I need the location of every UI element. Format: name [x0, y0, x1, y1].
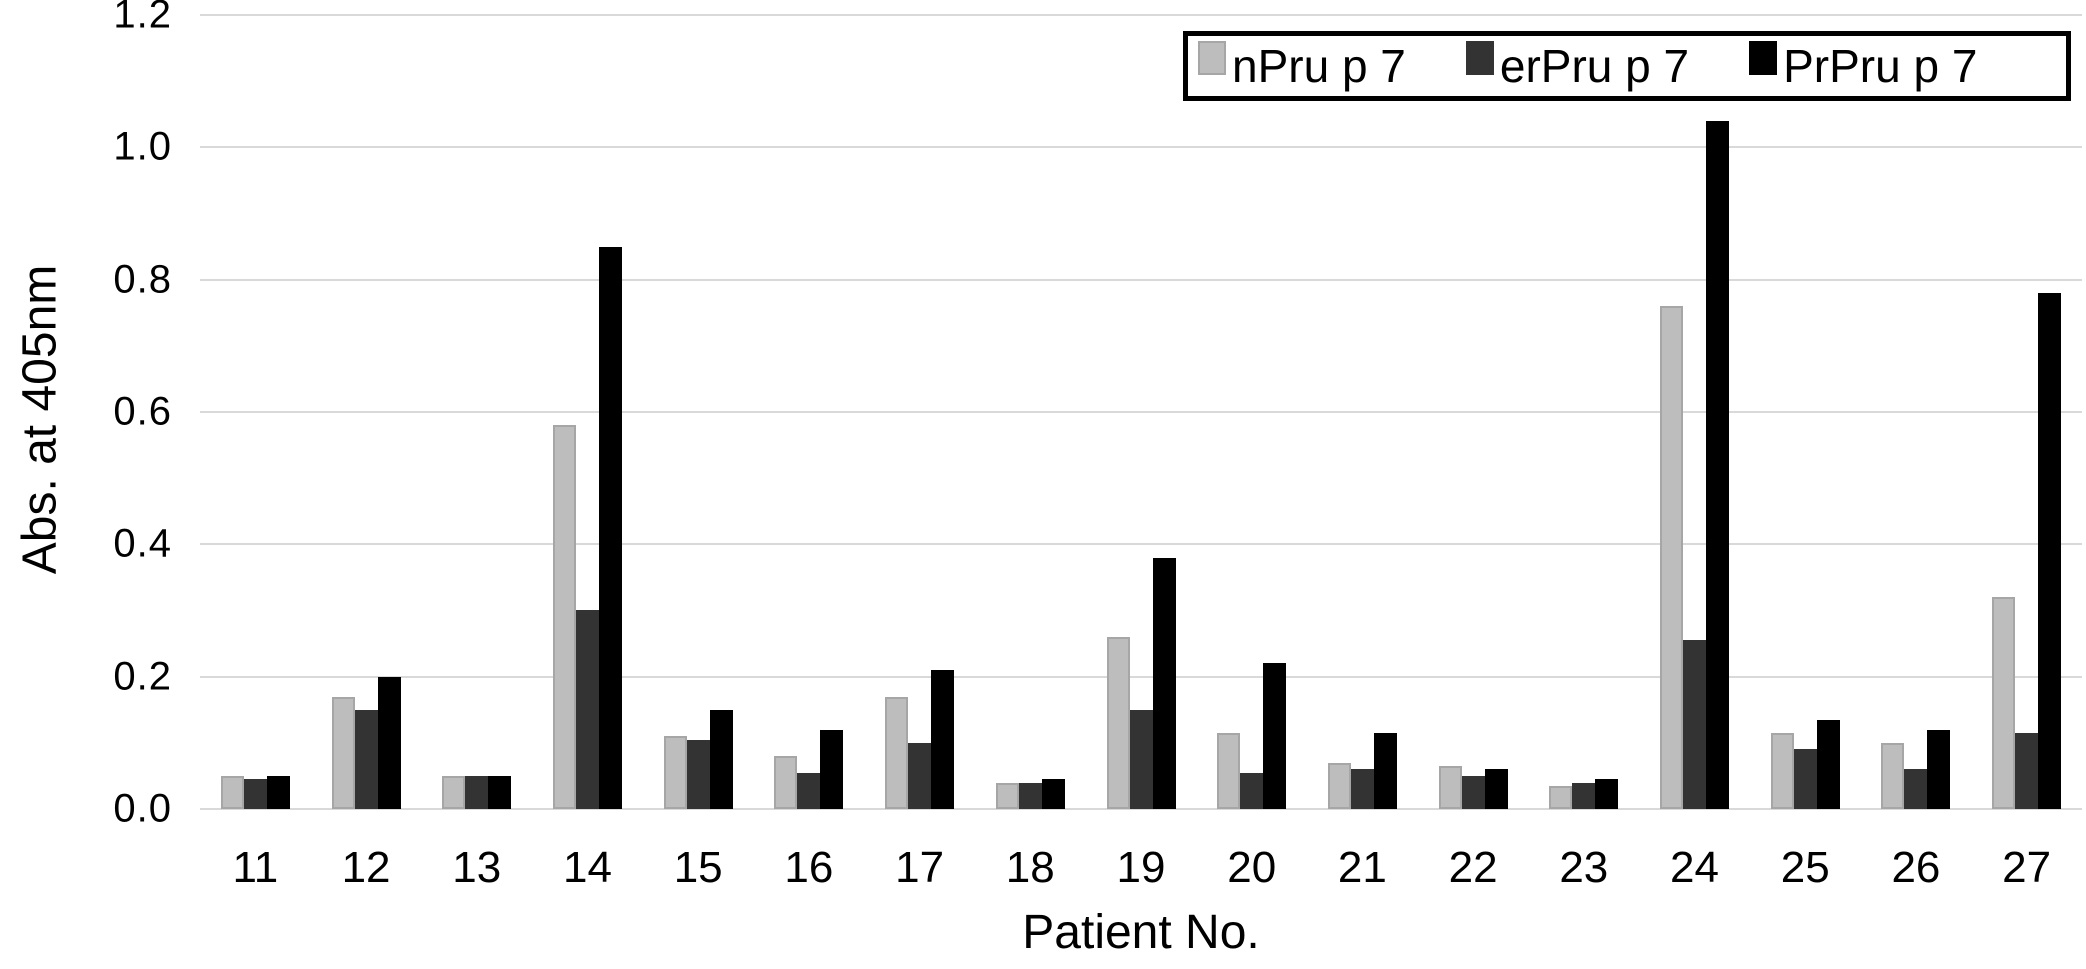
y-tick-label: 0.0 — [113, 786, 172, 831]
x-tick-label-15: 15 — [673, 843, 723, 892]
bar-nPru-p-7-patient-22 — [1439, 766, 1462, 809]
bar-PrPru-p-7-patient-11 — [267, 776, 290, 809]
legend-label: erPru p 7 — [1499, 40, 1690, 92]
y-tick-label: 1.2 — [113, 0, 172, 37]
x-tick-label-25: 25 — [1780, 843, 1830, 892]
legend: nPru p 7 erPru p 7 PrPru p 7 — [1183, 31, 2071, 101]
gridline — [200, 411, 2082, 413]
bar-nPru-p-7-patient-26 — [1881, 743, 1904, 809]
bar-PrPru-p-7-patient-25 — [1817, 720, 1840, 809]
bar-PrPru-p-7-patient-16 — [820, 730, 843, 809]
bar-erPru-p-7-patient-14 — [576, 610, 599, 809]
bar-erPru-p-7-patient-17 — [908, 743, 931, 809]
bar-erPru-p-7-patient-20 — [1240, 773, 1263, 809]
bar-erPru-p-7-patient-26 — [1904, 769, 1927, 809]
bar-PrPru-p-7-patient-14 — [599, 247, 622, 809]
bar-PrPru-p-7-patient-21 — [1374, 733, 1397, 809]
legend-swatch-icon — [1749, 41, 1778, 75]
plot-area — [200, 14, 2082, 810]
x-tick-label-20: 20 — [1227, 843, 1277, 892]
y-tick-label: 0.2 — [113, 654, 172, 699]
gridline — [200, 146, 2082, 149]
bar-PrPru-p-7-patient-19 — [1153, 558, 1176, 809]
bar-PrPru-p-7-patient-12 — [378, 677, 401, 809]
x-tick-label-24: 24 — [1670, 843, 1719, 892]
bar-erPru-p-7-patient-21 — [1351, 769, 1374, 809]
bar-nPru-p-7-patient-19 — [1107, 637, 1130, 809]
x-tick-label-11: 11 — [232, 843, 279, 892]
legend-swatch-icon — [1465, 41, 1494, 75]
x-tick-label-27: 27 — [2002, 843, 2052, 892]
gridline — [200, 808, 2082, 810]
bar-nPru-p-7-patient-17 — [885, 697, 908, 809]
bar-PrPru-p-7-patient-27 — [2038, 293, 2061, 809]
y-tick-label: 0.8 — [113, 257, 172, 302]
x-tick-label-14: 14 — [562, 843, 612, 892]
x-tick-label-21: 21 — [1337, 843, 1387, 892]
x-tick-label-26: 26 — [1891, 843, 1941, 892]
bar-PrPru-p-7-patient-15 — [710, 710, 733, 809]
bar-nPru-p-7-patient-23 — [1549, 786, 1572, 809]
bar-PrPru-p-7-patient-24 — [1706, 121, 1729, 809]
bar-nPru-p-7-patient-27 — [1992, 597, 2015, 809]
bar-PrPru-p-7-patient-13 — [488, 776, 511, 809]
bar-nPru-p-7-patient-16 — [774, 756, 797, 809]
gridline — [200, 278, 2082, 281]
legend-label: PrPru p 7 — [1783, 40, 1978, 92]
bar-nPru-p-7-patient-20 — [1217, 733, 1240, 809]
bar-PrPru-p-7-patient-22 — [1485, 769, 1508, 809]
gridline — [200, 14, 2082, 16]
bar-erPru-p-7-patient-22 — [1462, 776, 1485, 809]
bar-PrPru-p-7-patient-20 — [1263, 663, 1286, 809]
x-tick-label-23: 23 — [1559, 843, 1609, 892]
bar-nPru-p-7-patient-25 — [1771, 733, 1794, 809]
bar-PrPru-p-7-patient-17 — [931, 670, 954, 809]
x-axis-title: Patient No. — [1022, 906, 1260, 959]
bar-erPru-p-7-patient-16 — [797, 773, 820, 809]
bar-nPru-p-7-patient-14 — [553, 425, 576, 809]
bar-nPru-p-7-patient-18 — [996, 783, 1019, 809]
x-tick-label-19: 19 — [1116, 843, 1166, 892]
bar-erPru-p-7-patient-11 — [244, 779, 267, 809]
legend-item-nPru-p-7: nPru p 7 — [1198, 39, 1462, 93]
bar-nPru-p-7-patient-12 — [332, 697, 355, 809]
bar-erPru-p-7-patient-12 — [355, 710, 378, 809]
x-tick-label-16: 16 — [784, 843, 834, 892]
y-tick-label: 0.6 — [113, 389, 172, 434]
legend-label: nPru p 7 — [1232, 40, 1406, 92]
bar-PrPru-p-7-patient-26 — [1927, 730, 1950, 809]
x-tick-label-17: 17 — [895, 843, 945, 892]
bar-erPru-p-7-patient-18 — [1019, 783, 1042, 809]
bar-nPru-p-7-patient-24 — [1660, 306, 1683, 809]
bar-erPru-p-7-patient-24 — [1683, 640, 1706, 809]
gridline — [200, 675, 2082, 678]
y-tick-label: 1.0 — [113, 124, 172, 169]
x-tick-label-22: 22 — [1448, 843, 1498, 892]
bar-nPru-p-7-patient-21 — [1328, 763, 1351, 809]
bar-nPru-p-7-patient-11 — [221, 776, 244, 809]
bar-erPru-p-7-patient-15 — [687, 740, 710, 809]
legend-swatch-icon — [1198, 41, 1226, 75]
bar-nPru-p-7-patient-15 — [664, 736, 687, 809]
x-tick-label-13: 13 — [452, 843, 502, 892]
bar-PrPru-p-7-patient-18 — [1042, 779, 1065, 809]
bar-PrPru-p-7-patient-23 — [1595, 779, 1618, 809]
gridline — [200, 543, 2082, 546]
x-tick-label-18: 18 — [1005, 843, 1055, 892]
bar-erPru-p-7-patient-23 — [1572, 783, 1595, 809]
bar-erPru-p-7-patient-13 — [465, 776, 488, 809]
bar-nPru-p-7-patient-13 — [442, 776, 465, 809]
bar-erPru-p-7-patient-27 — [2015, 733, 2038, 809]
y-tick-label: 0.4 — [113, 521, 172, 566]
legend-item-PrPru-p-7: PrPru p 7 — [1749, 39, 2033, 93]
x-tick-label-12: 12 — [341, 843, 391, 892]
bar-erPru-p-7-patient-25 — [1794, 749, 1817, 809]
legend-item-erPru-p-7: erPru p 7 — [1465, 39, 1745, 93]
bar-erPru-p-7-patient-19 — [1130, 710, 1153, 809]
